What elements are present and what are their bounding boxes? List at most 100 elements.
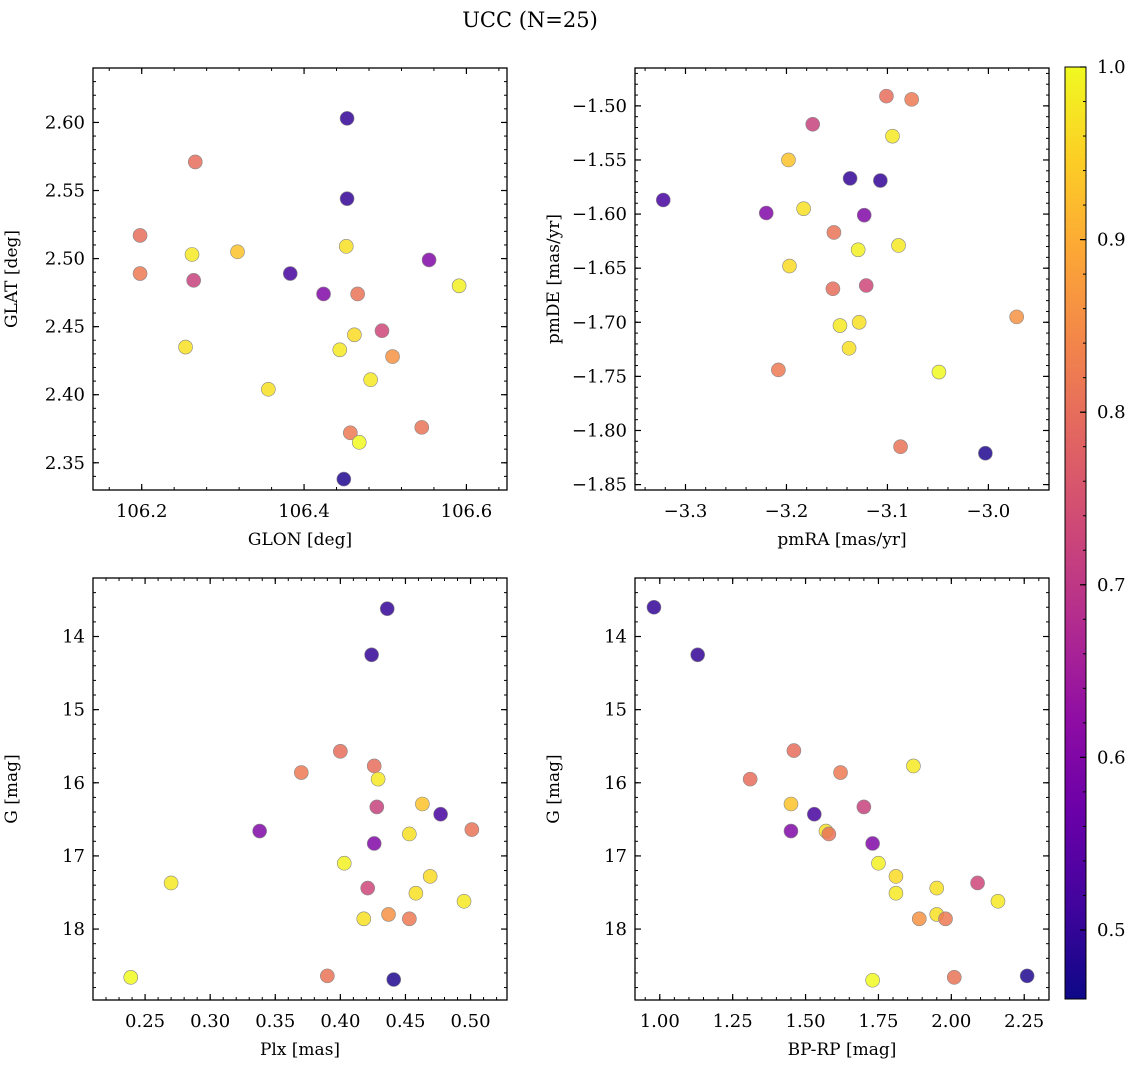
colorbar-tick-label: 0.5 (1097, 920, 1126, 941)
scatter-point (414, 420, 430, 435)
scatter-point (742, 771, 758, 787)
scatter-point (451, 278, 467, 294)
scatter-point (858, 278, 874, 293)
scatter-point (336, 855, 352, 871)
scatter-point (163, 875, 179, 891)
scatter-point (885, 128, 900, 144)
y-tick-label: 15 (604, 700, 627, 721)
x-tick-label: 1.00 (640, 1011, 680, 1032)
scatter-point (946, 970, 962, 985)
scatter-point (379, 601, 395, 617)
y-tick-label: −1.50 (572, 96, 627, 117)
scatter-point (655, 192, 671, 208)
scatter-point (381, 907, 396, 922)
y-tick-label: 16 (62, 773, 85, 794)
x-tick-label: 0.50 (451, 1011, 491, 1032)
scatter-point (781, 152, 796, 168)
scatter-point (856, 207, 872, 223)
y-tick-label: 2.35 (45, 453, 85, 474)
scatter-point (422, 869, 438, 884)
scatter-point (320, 968, 335, 984)
scatter-point (402, 826, 417, 842)
x-tick-label: 0.45 (385, 1011, 425, 1032)
x-tick-label: −3.3 (664, 501, 708, 522)
scatter-point (187, 154, 203, 170)
y-tick-label: −1.65 (572, 258, 627, 279)
y-tick-label: −1.55 (572, 150, 627, 171)
scatter-point (911, 911, 927, 927)
y-tick-label: 2.50 (45, 249, 85, 270)
y-tick-label: 2.55 (45, 181, 85, 202)
scatter-point (132, 228, 148, 243)
scatter-point (796, 201, 811, 216)
scatter-point (786, 743, 802, 758)
scatter-point (363, 372, 378, 388)
scatter-point (931, 364, 947, 380)
scatter-point (356, 911, 372, 927)
colorbar: 0.5 0.6 0.7 0.8 0.9 1.0 (1064, 57, 1126, 1000)
scatter-point (402, 911, 417, 927)
scatter-point (386, 972, 402, 987)
x-tick-label: −3.2 (765, 501, 809, 522)
scatter-point (433, 806, 448, 822)
scatter-point (888, 869, 904, 884)
scatter-point (261, 381, 276, 397)
scatter-points (655, 88, 1024, 461)
x-tick-label: 0.30 (190, 1011, 230, 1032)
y-tick-label: −1.60 (572, 204, 627, 225)
scatter-point (782, 258, 797, 274)
colorbar-tick-label: 0.7 (1097, 575, 1126, 596)
scatter-point (350, 286, 365, 302)
scatter-points (132, 111, 467, 487)
scatter-point (929, 880, 945, 896)
y-tick-label: 17 (604, 846, 627, 867)
colorbar-tick-label: 0.8 (1097, 402, 1126, 423)
x-axis-label: pmRA [mas/yr] (777, 530, 906, 550)
scatter-point (821, 826, 837, 842)
scatter-points (646, 599, 1035, 988)
scatter-point (456, 893, 472, 909)
colorbar-tick-label: 0.9 (1097, 230, 1126, 251)
scatter-point (132, 266, 148, 281)
scatter-point (385, 349, 400, 364)
scatter-point (904, 92, 919, 107)
scatter-point (856, 799, 872, 815)
scatter-point (865, 972, 880, 988)
colorbar-tick-label: 0.6 (1097, 747, 1126, 768)
scatter-point (339, 191, 355, 206)
scatter-point (123, 970, 139, 985)
scatter-point (374, 323, 390, 339)
y-tick-label: 18 (604, 919, 627, 940)
scatter-point (893, 439, 908, 455)
y-axis-label: G [mag] (2, 754, 22, 823)
scatter-point (464, 822, 480, 837)
scatter-point (294, 765, 309, 780)
scatter-point (825, 281, 841, 297)
scatter-point (783, 796, 799, 812)
scatter-point (771, 362, 786, 378)
scatter-point (891, 238, 906, 253)
x-tick-label: −3.1 (866, 501, 910, 522)
scatter-point (1009, 309, 1024, 325)
scatter-point (826, 225, 842, 240)
y-tick-label: 2.60 (45, 112, 85, 133)
panel-frame (92, 577, 508, 1001)
y-axis-label: G [mag] (544, 754, 564, 823)
scatter-point (332, 342, 348, 358)
scatter-point (366, 758, 382, 774)
scatter-point (178, 339, 193, 355)
scatter-points (123, 601, 480, 987)
scatter-point (783, 823, 799, 839)
scatter-point (888, 885, 904, 901)
scatter-point (938, 911, 953, 927)
y-tick-label: 17 (62, 846, 85, 867)
panel-frame (92, 67, 508, 491)
scatter-point (230, 244, 245, 260)
scatter-point (333, 744, 348, 759)
scatter-point (351, 435, 367, 450)
y-tick-label: 2.40 (45, 385, 85, 406)
scatter-point (343, 425, 358, 441)
x-tick-label: 2.25 (1004, 1011, 1044, 1032)
x-tick-label: 0.40 (320, 1011, 360, 1032)
